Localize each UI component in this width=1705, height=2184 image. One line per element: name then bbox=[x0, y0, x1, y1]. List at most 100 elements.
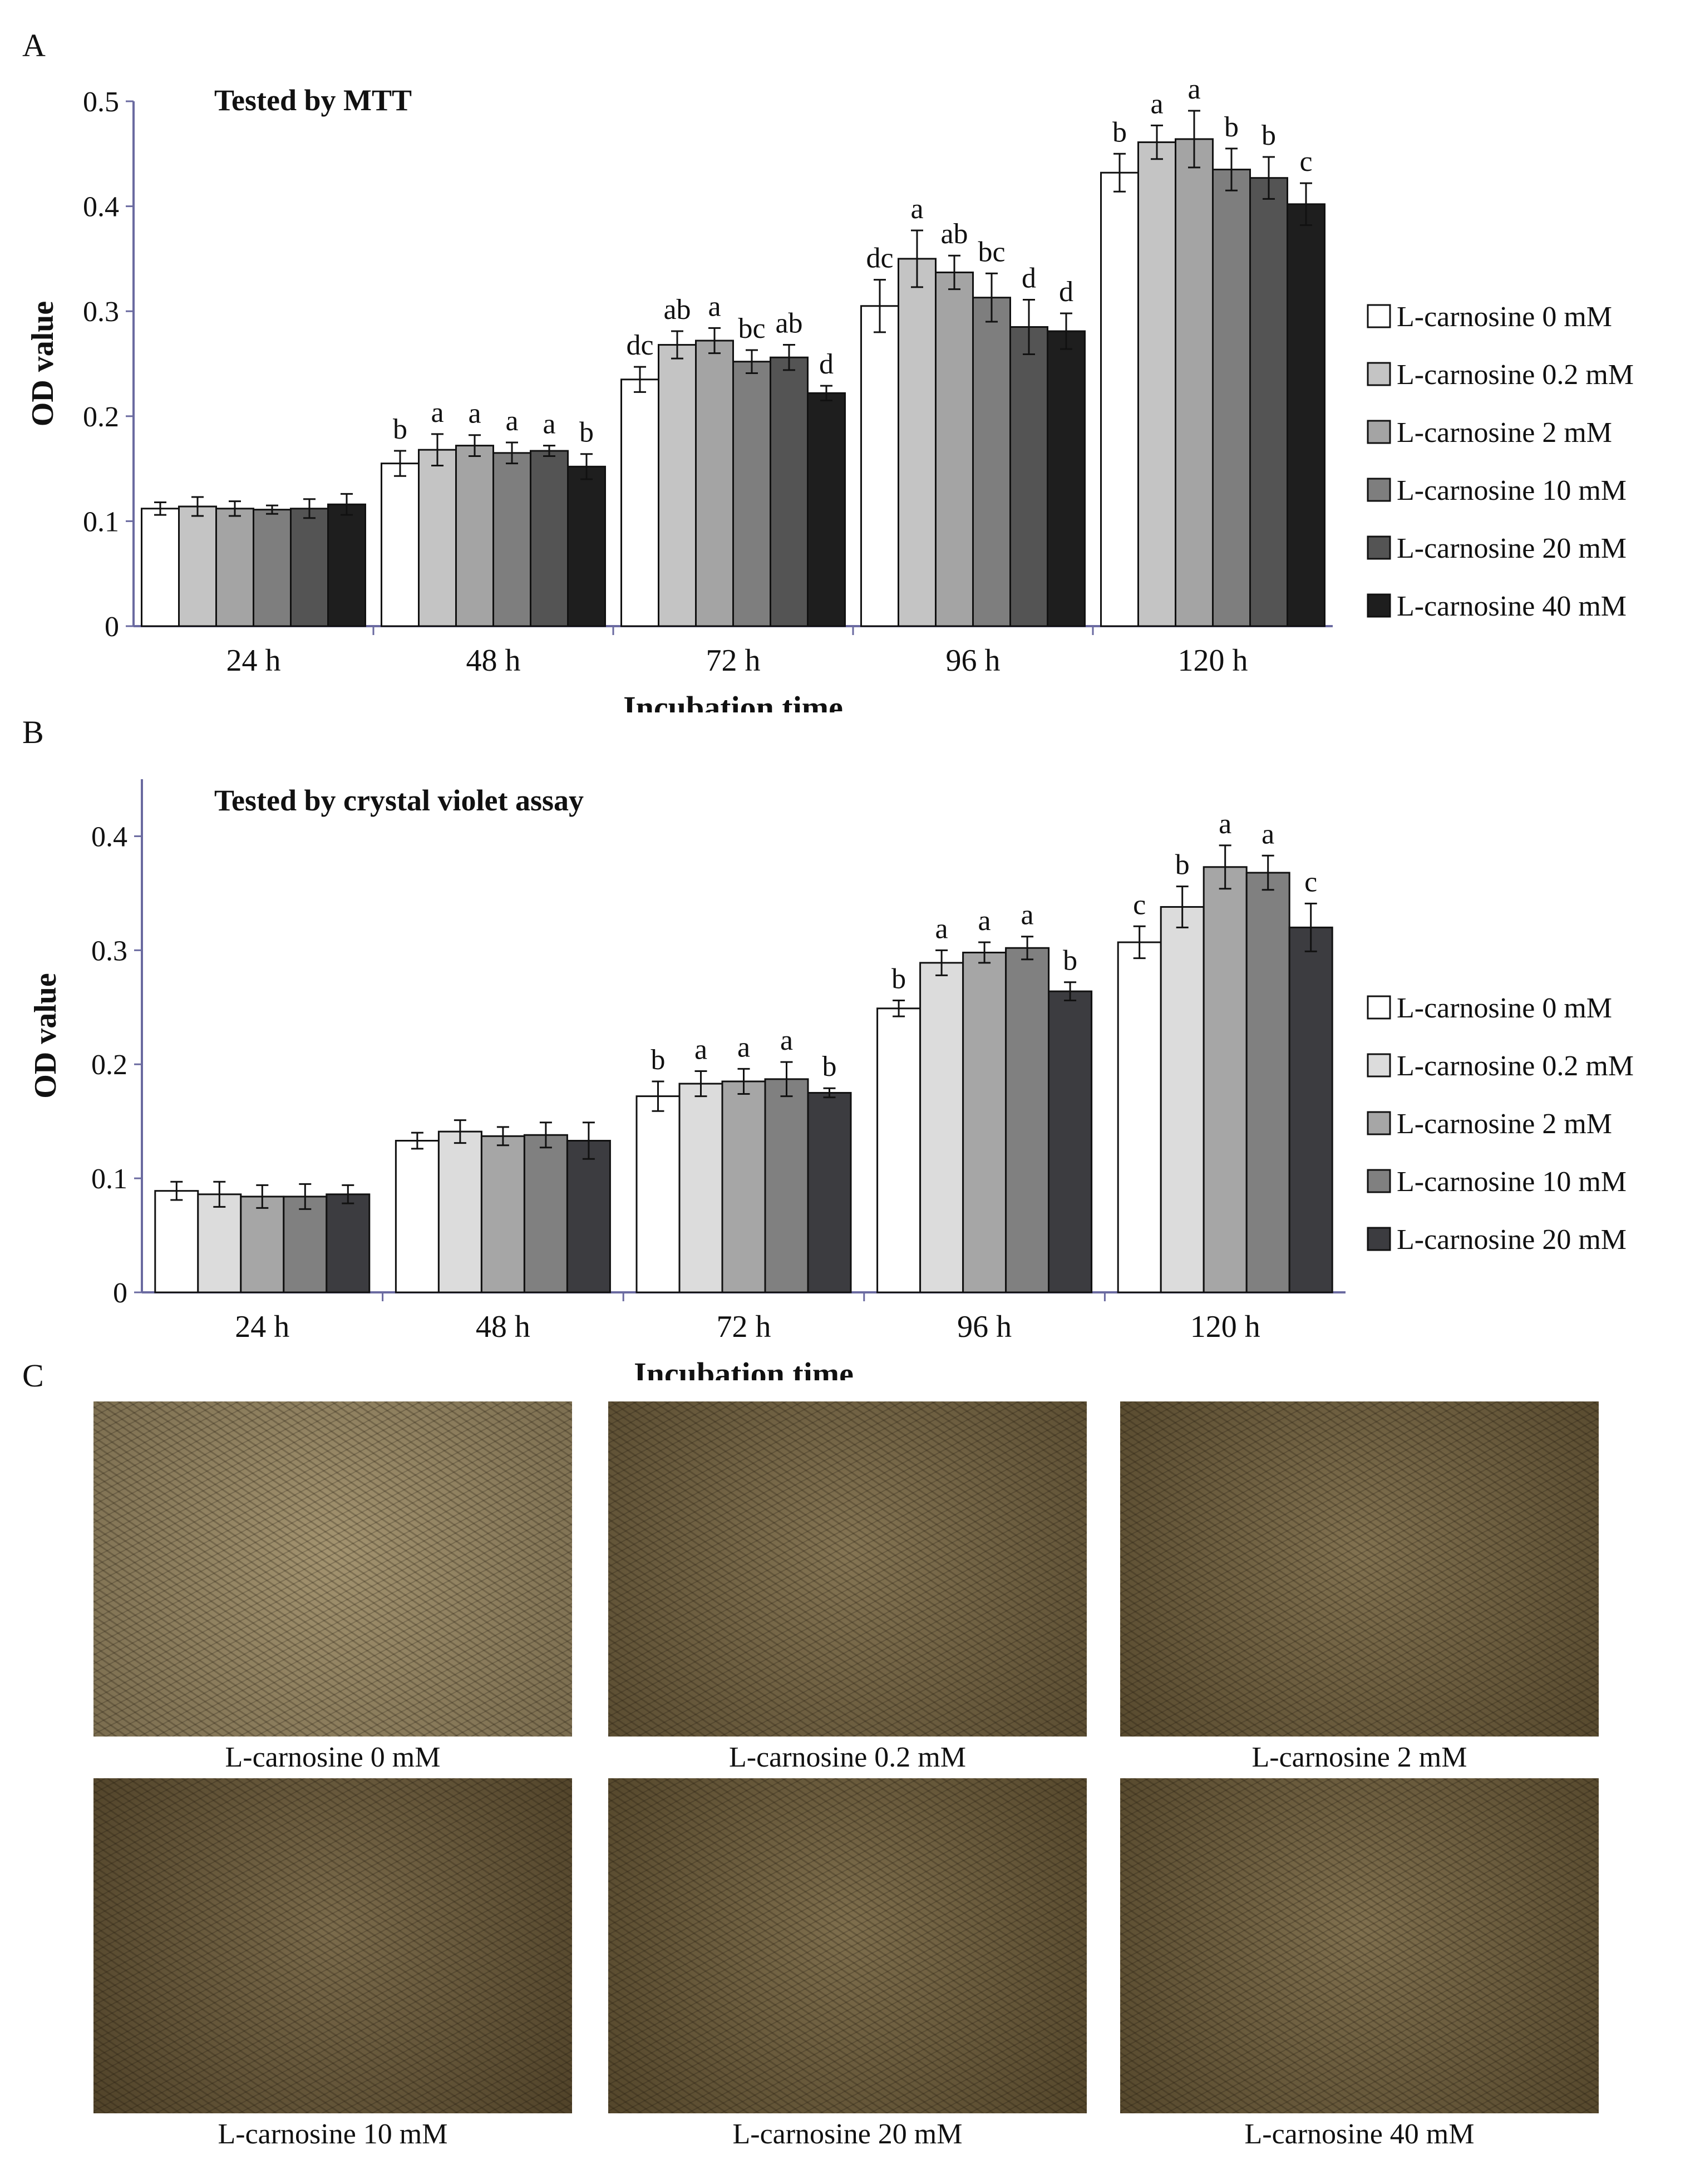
legend-swatch bbox=[1367, 478, 1391, 502]
bar bbox=[678, 1083, 723, 1293]
bar bbox=[215, 508, 254, 627]
bar bbox=[732, 361, 771, 627]
y-tick-label: 0.3 bbox=[83, 296, 119, 328]
significance-letter: b bbox=[1175, 849, 1190, 881]
bar bbox=[523, 1134, 568, 1293]
bar bbox=[1288, 926, 1333, 1293]
x-axis-title: Incubation time bbox=[634, 1356, 854, 1380]
legend-label: L-carnosine 10 mM bbox=[1397, 1166, 1627, 1198]
legend-label: L-carnosine 0.2 mM bbox=[1397, 359, 1634, 391]
x-tick-label: 48 h bbox=[476, 1310, 530, 1344]
bar bbox=[962, 951, 1007, 1293]
bar bbox=[437, 1130, 482, 1293]
x-tick-label: 24 h bbox=[226, 643, 281, 678]
y-tick-label: 0.3 bbox=[91, 935, 127, 967]
bar bbox=[290, 508, 329, 627]
bar bbox=[480, 1135, 525, 1293]
chart-a-mtt: 0 0.1 0.2 0.3 0.4 0.5 OD value Tested by MTT 24 … bbox=[26, 73, 1634, 712]
significance-letter: a bbox=[431, 397, 444, 429]
significance-letter: bc bbox=[738, 313, 765, 345]
legend-swatch bbox=[1367, 593, 1391, 618]
significance-letter: a bbox=[1187, 73, 1200, 105]
bar bbox=[455, 445, 494, 627]
significance-letter: a bbox=[1150, 88, 1163, 120]
legend-swatch bbox=[1367, 1111, 1391, 1135]
significance-letter: a bbox=[935, 913, 948, 945]
y-tick-label: 0.1 bbox=[91, 1163, 127, 1195]
bar bbox=[178, 505, 217, 627]
bar bbox=[1005, 947, 1050, 1293]
bar bbox=[658, 344, 697, 627]
significance-letter: a bbox=[1261, 818, 1274, 850]
bar bbox=[807, 1091, 852, 1293]
bar bbox=[566, 1139, 611, 1293]
bar bbox=[326, 1193, 371, 1293]
bar bbox=[154, 1190, 199, 1293]
x-tick-label: 48 h bbox=[466, 643, 521, 678]
bar bbox=[635, 1095, 681, 1293]
significance-letter: a bbox=[1021, 899, 1034, 931]
panel-label-b: B bbox=[22, 714, 44, 750]
bar bbox=[1160, 906, 1205, 1293]
micrograph-image bbox=[93, 1401, 572, 1737]
micrograph-image bbox=[93, 1778, 572, 2113]
significance-letter: a bbox=[978, 905, 991, 937]
legend-swatch bbox=[1367, 995, 1391, 1020]
bar bbox=[919, 962, 964, 1293]
x-tick-label: 120 h bbox=[1178, 643, 1248, 678]
bar bbox=[240, 1196, 285, 1293]
x-tick-label: 72 h bbox=[706, 643, 761, 678]
significance-letter: a bbox=[505, 405, 518, 437]
bar bbox=[770, 356, 809, 627]
significance-letter: a bbox=[468, 398, 481, 430]
legend-label: L-carnosine 20 mM bbox=[1397, 1224, 1627, 1256]
chart-b-crystal-violet: 0 0.1 0.2 0.3 0.4 OD value Tested by crystal v… bbox=[28, 779, 1634, 1380]
y-tick-label: 0 bbox=[113, 1277, 127, 1309]
legend-swatch bbox=[1367, 420, 1391, 444]
micrograph-grid: L-carnosine 0 mM L-carnosine 0.2 mM L-carn… bbox=[0, 1391, 1705, 2184]
significance-letter: b bbox=[1112, 116, 1127, 148]
bar bbox=[876, 1007, 922, 1293]
bar bbox=[1048, 990, 1093, 1293]
legend-swatch bbox=[1367, 362, 1391, 386]
chart-title: Tested by crystal violet assay bbox=[214, 784, 584, 817]
significance-letter: ab bbox=[940, 218, 968, 250]
micrograph-caption: L-carnosine 10 mM bbox=[218, 2118, 448, 2150]
significance-letter: a bbox=[694, 1034, 707, 1066]
bar bbox=[253, 509, 292, 627]
bar bbox=[695, 340, 734, 627]
bar bbox=[395, 1139, 440, 1293]
micrograph-caption: L-carnosine 2 mM bbox=[1251, 1742, 1467, 1773]
significance-letter: dc bbox=[866, 243, 893, 274]
bar bbox=[935, 271, 974, 627]
legend-label: L-carnosine 10 mM bbox=[1397, 475, 1627, 506]
y-tick-label: 0.2 bbox=[91, 1049, 127, 1081]
legend-label: L-carnosine 2 mM bbox=[1397, 1108, 1612, 1140]
bar bbox=[1117, 941, 1162, 1293]
bar bbox=[530, 450, 569, 627]
legend-label: L-carnosine 2 mM bbox=[1397, 417, 1612, 449]
micrograph-caption: L-carnosine 20 mM bbox=[732, 2118, 963, 2150]
legend-swatch bbox=[1367, 304, 1391, 328]
bar bbox=[1137, 141, 1176, 627]
y-tick-label: 0 bbox=[105, 611, 119, 643]
bar bbox=[1047, 330, 1086, 627]
significance-letter: a bbox=[910, 193, 923, 225]
x-axis-title: Incubation time bbox=[623, 690, 843, 712]
bar bbox=[1287, 203, 1325, 627]
micrograph-image bbox=[608, 1778, 1087, 2113]
significance-letter: a bbox=[1219, 808, 1231, 840]
significance-letter: b bbox=[579, 417, 594, 449]
bar bbox=[327, 503, 366, 627]
legend-swatch bbox=[1367, 1227, 1391, 1251]
significance-letter: a bbox=[708, 291, 721, 322]
micrograph-caption: L-carnosine 0 mM bbox=[225, 1742, 441, 1773]
legend-label: L-carnosine 40 mM bbox=[1397, 591, 1627, 622]
bar bbox=[1203, 866, 1248, 1293]
significance-letter: d bbox=[1059, 276, 1073, 308]
significance-letter: d bbox=[1022, 262, 1036, 294]
micrograph-caption: L-carnosine 0.2 mM bbox=[728, 1742, 966, 1773]
significance-letter: bc bbox=[978, 236, 1005, 268]
significance-letter: b bbox=[1224, 111, 1239, 143]
significance-letter: b bbox=[1261, 120, 1276, 151]
